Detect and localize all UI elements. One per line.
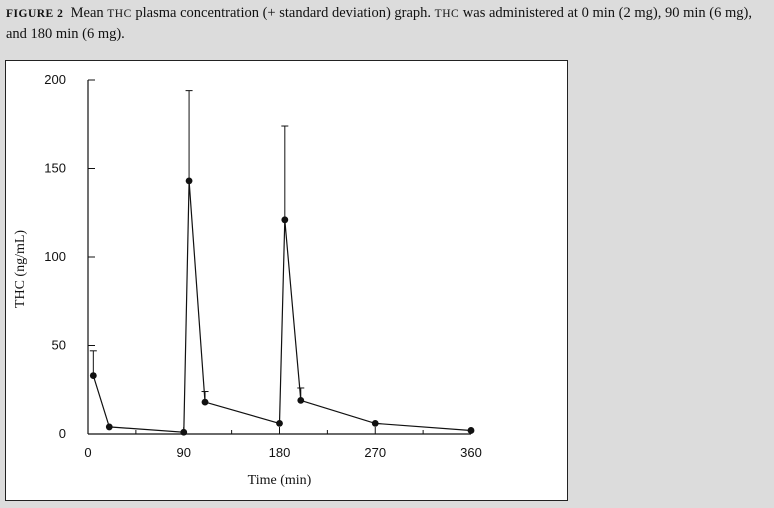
data-point (371, 419, 379, 427)
data-point (201, 398, 209, 406)
data-point (185, 177, 193, 185)
caption-text-a: Mean (70, 5, 108, 21)
data-point (105, 423, 113, 431)
x-tick-label: 360 (460, 445, 482, 460)
x-tick-label: 270 (364, 445, 386, 460)
y-tick-label: 150 (44, 161, 66, 176)
y-tick-label: 100 (44, 249, 66, 264)
data-point (89, 372, 97, 379)
y-tick-label: 0 (59, 426, 66, 441)
x-axis-title: Time (min) (248, 473, 312, 488)
thc-concentration-chart: 0 50 100 150 200 0 90 180 270 360 Time (min) THC … (13, 72, 482, 488)
x-tick-label: 180 (269, 445, 291, 460)
figure-label: FIGURE 2 (6, 8, 64, 20)
y-tick-label: 50 (52, 338, 66, 353)
data-point (180, 428, 188, 436)
caption-text-c: was administered at 0 min (2 mg), 90 min… (6, 5, 752, 42)
data-point (281, 216, 289, 224)
data-point (297, 396, 305, 404)
figure-caption: FIGURE 2 Mean THC plasma concentration (… (6, 3, 768, 44)
caption-thc-1: THC (107, 8, 132, 20)
axes (87, 80, 471, 435)
data-point (276, 419, 283, 427)
y-tick-label: 200 (44, 72, 66, 87)
chart-panel: 0 50 100 150 200 0 90 180 270 360 Time (min) THC … (5, 60, 568, 501)
x-tick-label: 0 (84, 445, 91, 460)
tick-labels: 0 50 100 150 200 0 90 180 270 360 (44, 72, 482, 460)
caption-thc-2: THC (434, 8, 460, 20)
tick-marks (87, 79, 472, 435)
data-points (89, 177, 475, 436)
y-axis-title: THC (ng/mL) (13, 230, 28, 308)
caption-text-b: plasma concentration (+ standard deviati… (131, 5, 435, 21)
data-point (467, 427, 475, 434)
error-bars (89, 90, 305, 403)
series-line (92, 180, 472, 433)
x-tick-label: 90 (177, 445, 191, 460)
